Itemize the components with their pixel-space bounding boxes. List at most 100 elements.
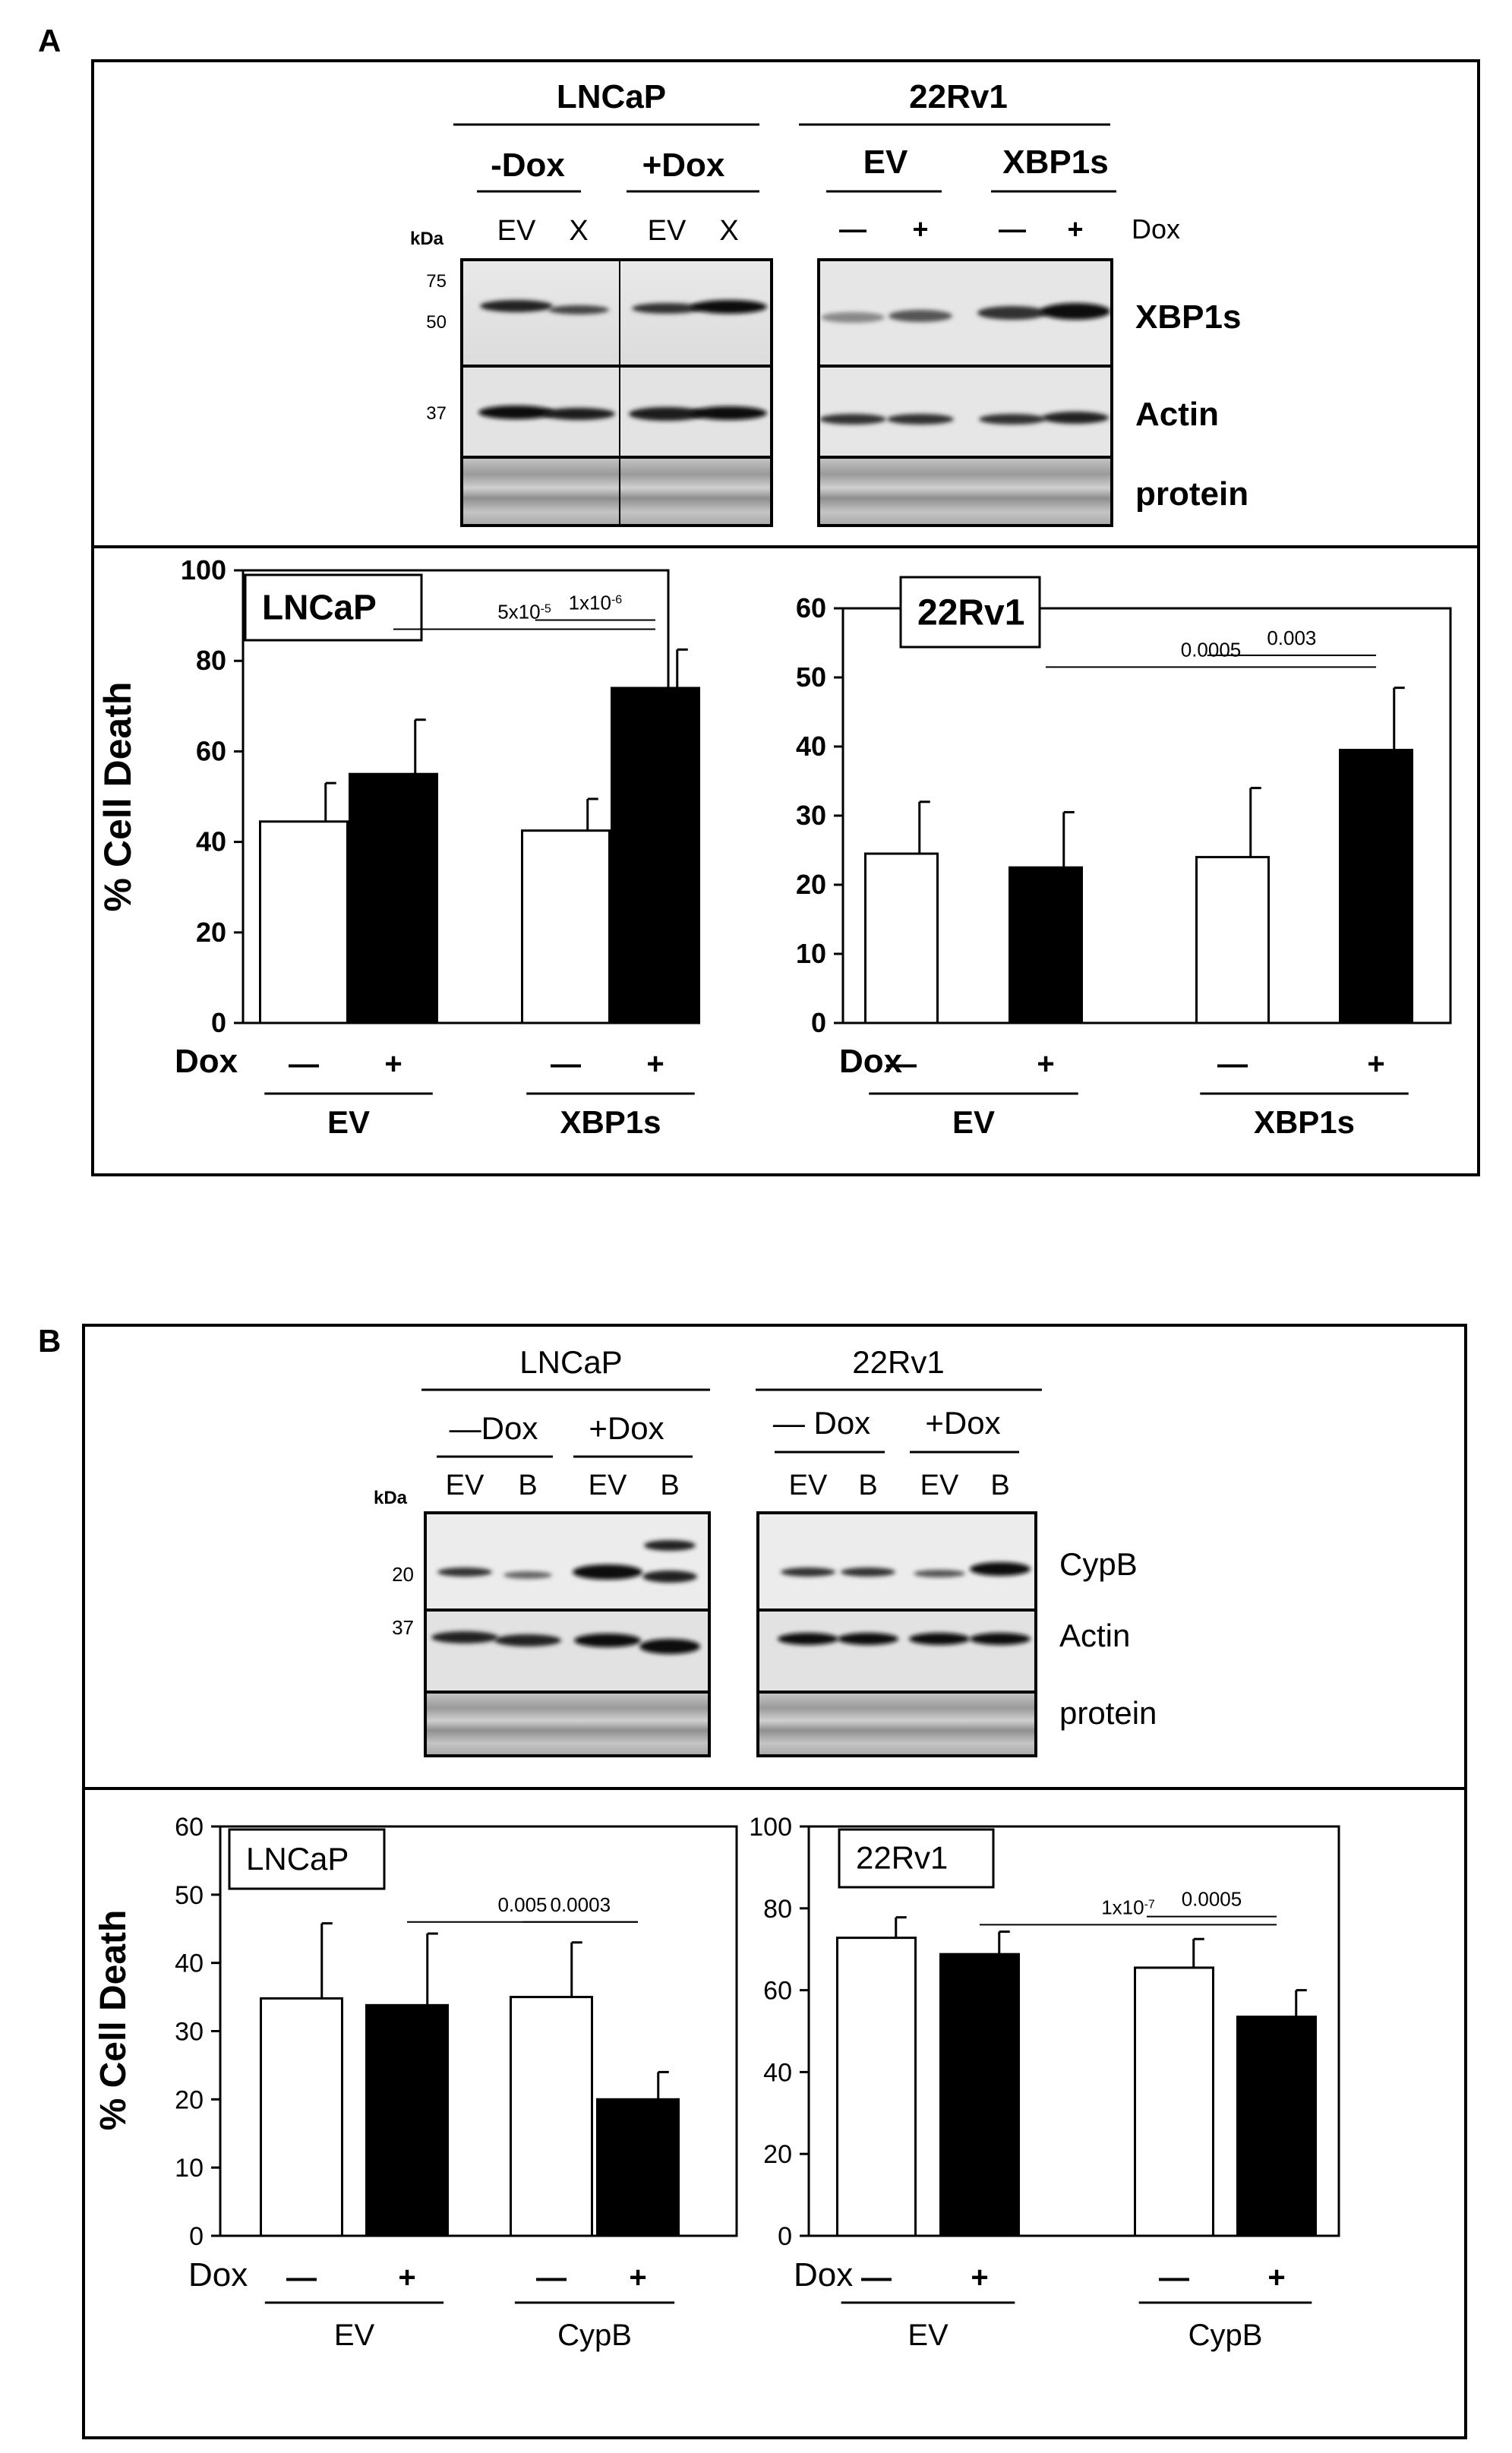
bar [365,2003,449,2237]
y-tick-label: 50 [796,661,826,693]
y-tick-label: 20 [796,869,826,900]
p-value-label: 0.0003 [551,1893,611,1916]
y-tick-label: 60 [763,1977,792,2006]
y-tick-label: 10 [175,2154,204,2183]
p-value-label: 0.003 [1267,627,1316,649]
dox-mark: + [646,1047,664,1081]
bar [864,852,939,1024]
blot-a-left-group-2: +Dox [642,147,725,184]
blot-b-left-group-2: +Dox [589,1410,664,1446]
p-value-label: 0.005 [497,1893,547,1916]
dox-mark: + [629,2261,646,2294]
p-value-label: 1x10-7 [1101,1896,1155,1918]
blot-b-right-group-1: — Dox [773,1405,870,1441]
y-tick-label: 30 [175,2018,204,2047]
panel-letter-a: A [38,23,61,58]
y-tick-label: 100 [181,554,226,586]
p-value-label: 0.0005 [1182,1888,1242,1911]
blot-a-right-group-1: EV [863,144,908,181]
y-tick-label: 20 [175,2085,204,2114]
dox-label: Dox [794,2256,853,2294]
blot-b-right-lane-3: EV [920,1470,959,1501]
inset-label-box [899,576,1041,649]
blot-a-right-lane-4: + [1067,213,1083,245]
group-label: EV [952,1104,995,1140]
inset-label-box [228,1828,386,1890]
blot-a-row-label-protein: protein [1135,475,1248,513]
y-tick-label: 60 [196,735,226,766]
inset-label-box [244,573,423,642]
blot-b-right-lane-1: EV [789,1470,828,1501]
bar-chart-3: 0 10 20 30 40 50 60 % Cell Death LNCaP 0.005 0.000… [93,1813,738,2352]
y-axis-label: % Cell Death [96,682,139,912]
bar [939,1953,1020,2237]
blot-b-kda-title: kDa [374,1488,408,1508]
blot-a-left-lane-3: EV [648,215,687,247]
dox-mark: — [1217,1047,1248,1081]
blot-a-left-group-1: -Dox [491,147,565,184]
dox-mark: + [1367,1047,1384,1081]
blot-a-left-lane-1: EV [497,215,536,247]
dox-mark: — [286,2261,317,2294]
dox-mark: — [551,1047,581,1081]
dox-mark: — [861,2261,892,2294]
bar [1236,2016,1317,2237]
blot-b-right-lane-4: B [990,1470,1009,1501]
bar [1134,1966,1214,2237]
y-tick-label: 40 [796,731,826,762]
y-tick-label: 80 [763,1895,792,1924]
bar [596,2098,680,2237]
blot-a-left-lane-4: X [719,215,738,247]
bar [259,820,349,1024]
y-tick-label: 0 [778,2222,792,2251]
inset-label: LNCaP [246,1841,349,1877]
blot-b-left-lane-2: B [518,1470,537,1501]
panel-b-frame [82,1324,1467,2439]
group-label: EV [908,2319,949,2352]
blot-a-left-lane-2: X [569,215,588,247]
blot-b-left-group-1: —Dox [450,1410,538,1446]
blot-a-row-label-xbp1s: XBP1s [1135,298,1241,336]
group-label: CypB [1188,2319,1263,2352]
blot-a-right-image [817,258,1113,527]
y-tick-label: 0 [189,2222,204,2251]
y-tick-label: 100 [749,1813,792,1842]
y-tick-label: 40 [763,2058,792,2087]
blot-a-right-lane-3: — [999,213,1026,245]
bar [611,687,700,1024]
y-tick-label: 80 [196,645,226,676]
inset-label: 22Rv1 [856,1840,948,1876]
blot-a-left-cell-line: LNCaP [557,78,666,115]
blot-b-left-lane-3: EV [589,1470,627,1501]
p-value-label: 0.0005 [1181,638,1242,661]
inset-label-box [838,1828,995,1889]
blot-a-kda-title: kDa [410,229,444,249]
bar [1339,749,1413,1024]
dox-mark: — [536,2261,567,2294]
dox-mark: — [886,1047,917,1081]
bar [1195,856,1270,1024]
blot-b-right-lane-2: B [858,1470,877,1501]
group-label: CypB [557,2319,632,2352]
panel-b-blots: LNCaP —Dox +Dox EV B EV B kDa 20 37 22Rv… [374,1344,1157,1757]
inset-label: 22Rv1 [917,593,1024,633]
blot-a-right-cell-line: 22Rv1 [909,78,1008,115]
panel-a-blots: LNCaP -Dox +Dox EV X EV X kDa 75 50 37 [410,78,1248,527]
blot-b-row-label-cypb: CypB [1059,1546,1138,1582]
y-tick-label: 40 [175,1949,204,1978]
blot-a-marker-50: 50 [426,312,447,333]
dox-label: Dox [175,1043,238,1080]
dox-label: Dox [188,2256,248,2294]
plot-frame [807,1825,1340,2237]
blot-a-marker-75: 75 [426,271,447,292]
dox-mark: + [384,1047,402,1081]
blot-a-marker-37: 37 [426,403,447,424]
blot-b-marker-20: 20 [392,1563,414,1586]
dox-mark: + [398,2261,415,2294]
y-tick-label: 60 [796,592,826,624]
group-label: XBP1s [1254,1104,1355,1140]
y-tick-label: 0 [811,1007,826,1038]
